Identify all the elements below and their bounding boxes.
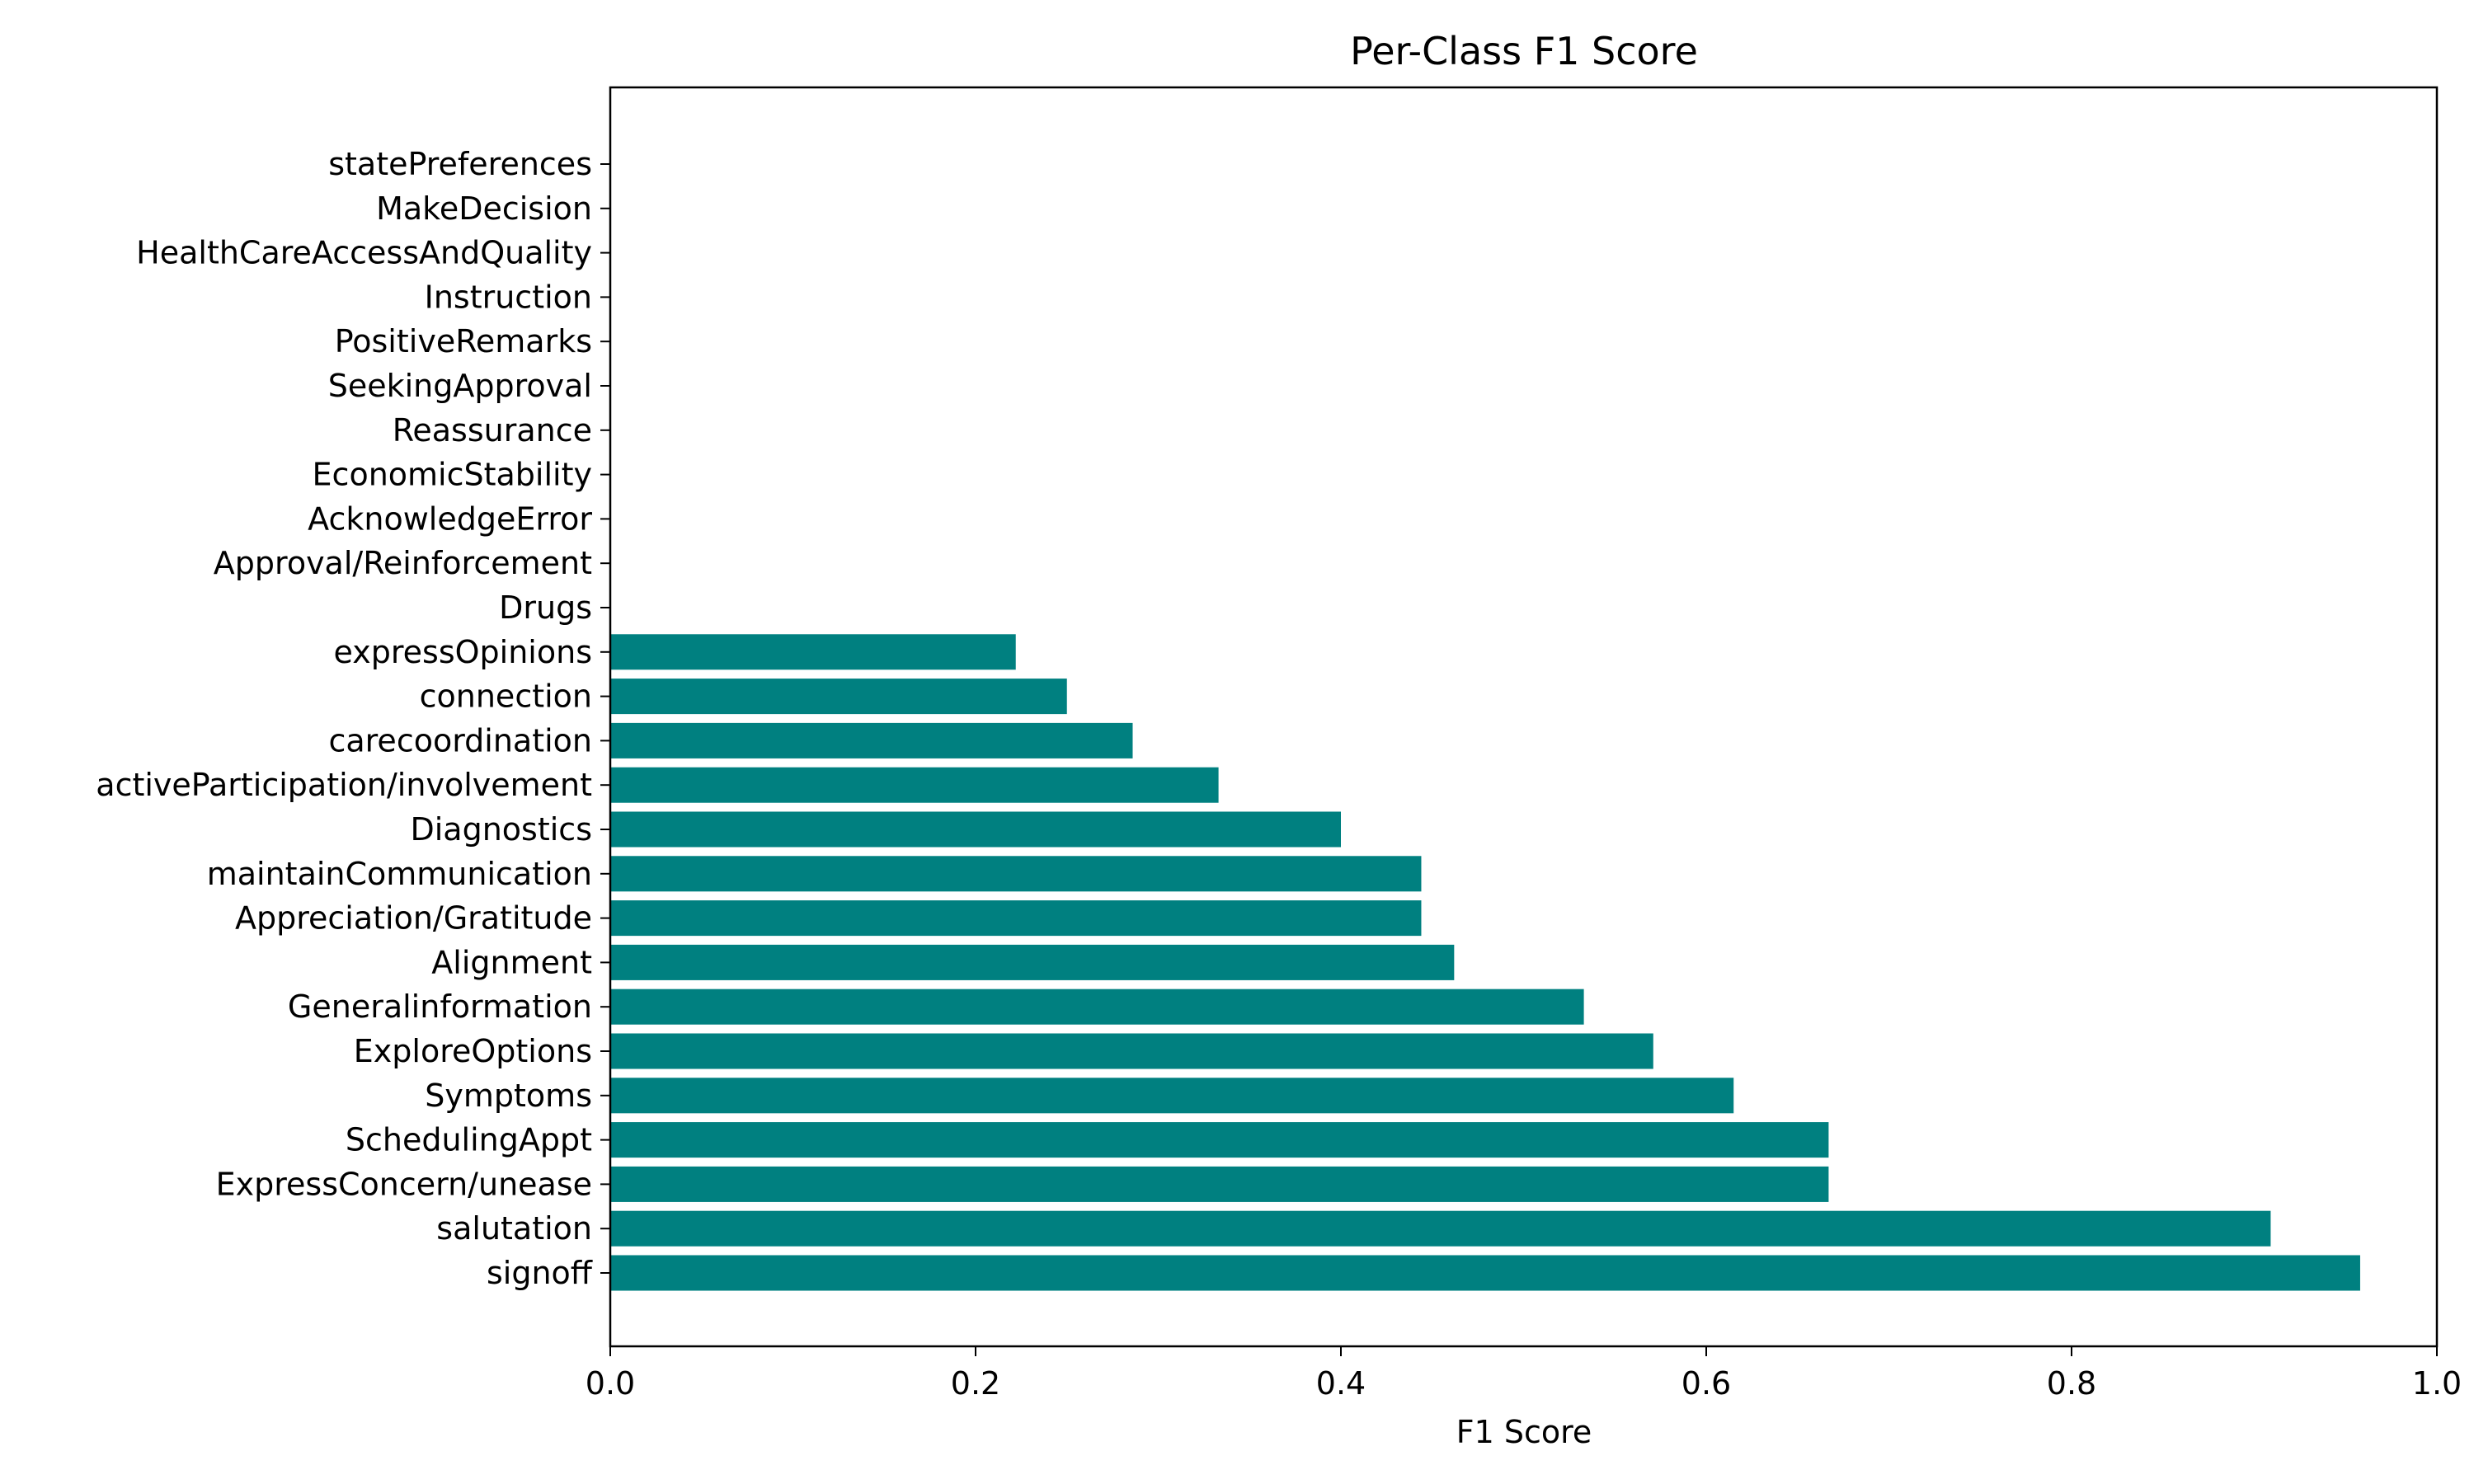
y-tick-label-6: Generalinformation [288,989,592,1025]
y-tick-label-18: EconomicStability [313,457,592,493]
y-tick-label-20: SeekingApproval [328,368,592,404]
bar-8 [610,900,1422,937]
x-tick-label-1: 0.2 [951,1365,1000,1402]
chart-title: Per-Class F1 Score [1350,29,1698,73]
y-tick-label-5: ExploreOptions [354,1033,592,1069]
y-tick-label-15: Drugs [499,589,592,626]
bar-3 [610,1122,1829,1158]
y-tick-label-7: Alignment [431,944,592,980]
y-tick-label-19: Reassurance [393,412,592,448]
bar-5 [610,1033,1653,1069]
x-tick-label-4: 0.8 [2047,1365,2096,1402]
bar-14 [610,634,1016,670]
y-tick-label-0: signoff [487,1255,593,1291]
bar-13 [610,679,1067,715]
y-tick-label-17: AcknowledgeError [308,500,592,537]
bar-1 [610,1210,2271,1247]
bar-4 [610,1078,1734,1114]
bars-group [610,634,2360,1291]
y-tick-label-22: Instruction [425,279,592,315]
y-tick-label-24: MakeDecision [376,190,592,227]
bar-10 [610,811,1341,848]
bar-0 [610,1255,2360,1291]
x-tick-label-0: 0.0 [586,1365,635,1402]
x-tick-label-2: 0.4 [1316,1365,1366,1402]
bar-7 [610,944,1455,980]
bar-11 [610,767,1219,803]
x-axis-label: F1 Score [1456,1414,1592,1450]
y-tick-label-16: Approval/Reinforcement [214,545,592,581]
y-tick-label-4: Symptoms [425,1078,592,1114]
x-tick-label-5: 1.0 [2412,1365,2462,1402]
bar-9 [610,856,1422,892]
y-tick-label-10: Diagnostics [410,811,592,848]
x-tick-label-3: 0.6 [1681,1365,1731,1402]
plot-frame [609,86,2439,1348]
y-tick-label-3: SchedulingAppt [346,1122,592,1158]
y-tick-label-1: salutation [436,1210,592,1247]
y-tick-label-12: carecoordination [328,722,592,758]
bar-2 [610,1166,1829,1202]
y-tick-label-2: ExpressConcern/unease [216,1166,592,1202]
y-tick-label-11: activeParticipation/involvement [96,767,592,803]
y-tick-label-9: maintainCommunication [207,856,592,892]
bar-6 [610,989,1584,1025]
bar-12 [610,722,1133,758]
y-tick-label-23: HealthCareAccessAndQuality [136,235,592,271]
x-axis-ticks: 0.0 0.2 0.4 0.6 0.8 1.0 [586,1346,2462,1402]
y-tick-label-8: Appreciation/Gratitude [235,900,592,937]
y-tick-label-13: connection [420,679,592,715]
y-tick-label-14: expressOpinions [334,634,592,670]
y-tick-label-21: PositiveRemarks [335,323,592,359]
y-tick-label-25: statePreferences [328,146,592,182]
y-axis-ticks: signoff salutation ExpressConcern/unease Sc… [96,146,610,1291]
